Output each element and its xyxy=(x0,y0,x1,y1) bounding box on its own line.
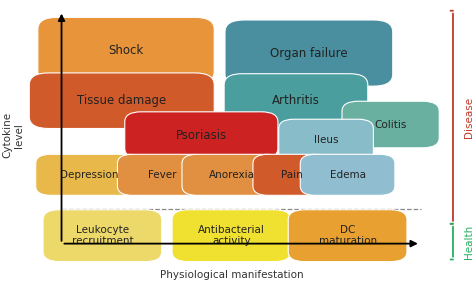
Text: Colitis: Colitis xyxy=(374,119,407,130)
FancyBboxPatch shape xyxy=(288,210,407,261)
FancyBboxPatch shape xyxy=(172,210,291,261)
Text: Pain: Pain xyxy=(281,170,302,180)
FancyBboxPatch shape xyxy=(279,119,374,162)
FancyBboxPatch shape xyxy=(118,154,208,195)
Text: Leukocyte
recruitment: Leukocyte recruitment xyxy=(72,225,133,246)
FancyBboxPatch shape xyxy=(29,73,214,128)
FancyBboxPatch shape xyxy=(224,74,368,128)
Text: DC
maturation: DC maturation xyxy=(319,225,377,246)
Text: Depression: Depression xyxy=(60,170,118,180)
FancyBboxPatch shape xyxy=(38,17,214,83)
Y-axis label: Cytokine
level: Cytokine level xyxy=(3,112,24,158)
FancyBboxPatch shape xyxy=(125,112,278,158)
Text: Psoriasis: Psoriasis xyxy=(176,128,227,142)
Text: Antibacterial
activity: Antibacterial activity xyxy=(198,225,265,246)
X-axis label: Physiological manifestation: Physiological manifestation xyxy=(160,270,303,280)
Text: Tissue damage: Tissue damage xyxy=(77,94,166,107)
Text: Fever: Fever xyxy=(148,170,177,180)
Text: Disease: Disease xyxy=(464,97,474,138)
Text: Shock: Shock xyxy=(109,44,144,57)
FancyBboxPatch shape xyxy=(43,210,162,261)
FancyBboxPatch shape xyxy=(182,154,281,195)
Text: Ileus: Ileus xyxy=(314,135,338,145)
Text: Organ failure: Organ failure xyxy=(270,47,348,59)
FancyBboxPatch shape xyxy=(225,20,393,86)
FancyBboxPatch shape xyxy=(342,101,439,148)
FancyBboxPatch shape xyxy=(300,154,395,195)
Text: Anorexia: Anorexia xyxy=(209,170,255,180)
Text: Edema: Edema xyxy=(329,170,365,180)
Text: Health: Health xyxy=(464,224,474,259)
FancyBboxPatch shape xyxy=(253,154,330,195)
FancyBboxPatch shape xyxy=(36,154,143,195)
Text: Arthritis: Arthritis xyxy=(272,94,320,107)
